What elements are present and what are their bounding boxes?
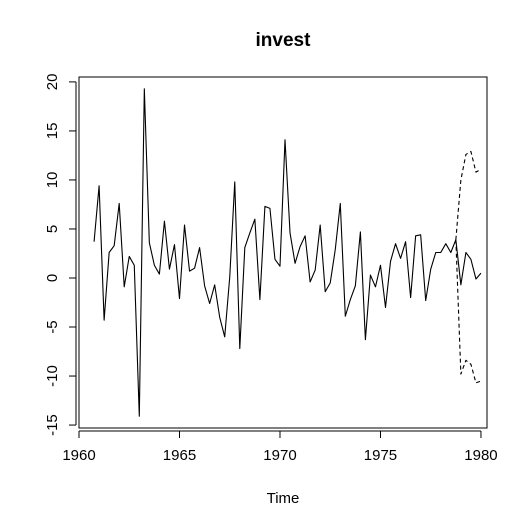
y-tick-label: 10 — [44, 172, 61, 189]
x-tick-label: 1960 — [62, 447, 95, 464]
y-tick-label: -10 — [44, 365, 61, 387]
y-tick-label: 15 — [44, 123, 61, 140]
x-tick-label: 1980 — [464, 447, 497, 464]
forecast-band-line — [455, 150, 482, 240]
forecast-band-line — [455, 239, 482, 384]
y-tick-label: 20 — [44, 74, 61, 91]
y-tick-label: 5 — [44, 225, 61, 233]
x-axis: 1960 1965 1970 1975 1980 — [62, 430, 498, 464]
x-tick-label: 1970 — [263, 447, 296, 464]
y-tick-label: -5 — [44, 320, 61, 333]
y-axis: -15 -10 -5 0 5 10 15 20 — [44, 74, 77, 436]
x-axis-label: Time — [267, 490, 300, 507]
y-tick-label: 0 — [44, 274, 61, 282]
observed-series-line — [93, 88, 482, 417]
x-tick-label: 1975 — [364, 447, 397, 464]
series-layer — [93, 88, 482, 417]
chart-title: invest — [256, 30, 312, 51]
x-tick-label: 1965 — [163, 447, 196, 464]
y-tick-label: -15 — [44, 414, 61, 436]
plot-frame — [78, 76, 488, 429]
